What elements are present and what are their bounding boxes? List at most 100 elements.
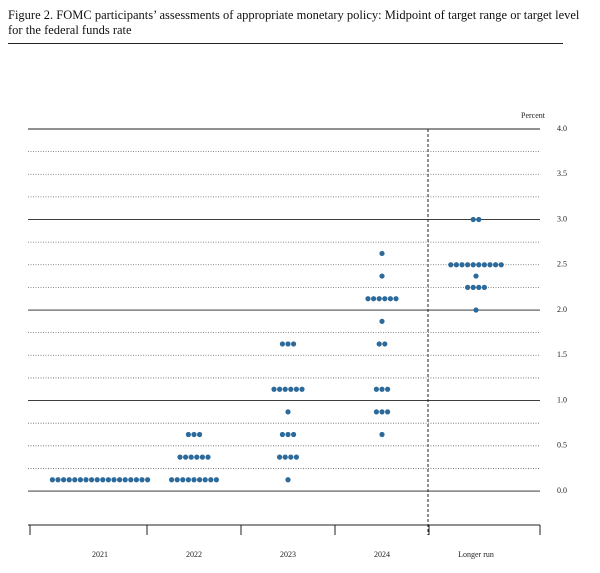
dot — [470, 262, 476, 268]
dot — [128, 477, 134, 483]
dot — [382, 296, 388, 302]
dot — [293, 454, 299, 460]
dot — [365, 296, 371, 302]
dot — [185, 431, 191, 438]
dot — [285, 409, 291, 415]
dot — [379, 318, 385, 324]
dot — [111, 477, 117, 483]
dot — [498, 262, 504, 268]
dot — [379, 386, 385, 392]
dot — [282, 386, 288, 392]
dot — [393, 296, 399, 302]
dot — [180, 477, 186, 483]
dot — [373, 409, 379, 415]
dot — [49, 477, 56, 483]
dot — [94, 477, 100, 483]
dot — [169, 477, 175, 483]
dot — [145, 477, 151, 483]
dot — [61, 477, 67, 483]
dot — [72, 477, 78, 483]
dot — [285, 477, 291, 483]
dot — [277, 386, 283, 392]
dot — [379, 409, 385, 415]
dot — [376, 341, 382, 347]
dot — [139, 477, 145, 483]
x-tick-label: 2022 — [186, 550, 202, 559]
dot — [199, 454, 205, 460]
dot — [473, 307, 479, 313]
dot — [208, 477, 214, 483]
x-tick-label: 2023 — [280, 550, 296, 559]
dot — [459, 262, 465, 268]
dot — [83, 477, 89, 483]
dot — [194, 454, 200, 460]
dot — [382, 341, 388, 347]
dot — [122, 477, 128, 483]
y-tick-label: 2.5 — [557, 260, 567, 269]
dot — [177, 454, 183, 460]
title-rule — [8, 43, 563, 44]
dot — [174, 477, 180, 483]
dot — [213, 477, 219, 483]
dot — [197, 477, 203, 483]
dot — [185, 477, 191, 483]
dot — [487, 262, 493, 268]
dot — [481, 262, 487, 268]
dot — [77, 477, 83, 483]
dot — [117, 477, 123, 483]
dot — [470, 284, 476, 290]
dot — [385, 386, 391, 392]
dot — [493, 262, 499, 268]
dot — [282, 454, 288, 460]
dot — [66, 477, 72, 483]
dot — [191, 477, 197, 483]
dot — [373, 386, 379, 392]
dot — [476, 284, 482, 290]
y-tick-label: 4.0 — [557, 124, 567, 133]
y-tick-label: 3.0 — [557, 214, 567, 223]
dot — [476, 262, 482, 268]
chart-title: Figure 2. FOMC participants’ assessments… — [8, 8, 580, 37]
dot — [299, 386, 305, 392]
dot — [379, 273, 385, 279]
dot — [379, 250, 385, 257]
dot — [291, 431, 297, 438]
dot — [133, 477, 139, 483]
dot — [473, 273, 479, 279]
y-tick-label: 1.0 — [557, 395, 567, 404]
y-tick-label: 2.0 — [557, 305, 567, 314]
dot — [376, 296, 382, 302]
dot — [202, 477, 208, 483]
dot — [387, 296, 393, 302]
y-axis-label: Percent — [521, 111, 546, 120]
x-tick-label: Longer run — [458, 550, 494, 559]
x-tick-label: 2021 — [92, 550, 108, 559]
dot — [453, 262, 459, 268]
dot — [105, 477, 111, 483]
dot — [191, 431, 197, 438]
dot — [288, 386, 294, 392]
dot — [293, 386, 299, 392]
dot — [385, 409, 391, 415]
x-tick-label: 2024 — [374, 550, 390, 559]
y-tick-label: 1.5 — [557, 350, 567, 359]
dot — [371, 296, 377, 302]
dot — [205, 454, 211, 460]
dot — [476, 216, 482, 223]
dot — [465, 262, 471, 268]
dot — [100, 477, 106, 483]
dot — [465, 284, 471, 290]
dot — [277, 454, 283, 460]
dot — [89, 477, 95, 483]
dot — [188, 454, 194, 460]
dot — [448, 262, 454, 268]
dot — [271, 386, 277, 392]
y-tick-label: 3.5 — [557, 169, 567, 178]
dot — [470, 216, 476, 223]
dot — [481, 284, 487, 290]
dot — [197, 431, 203, 438]
dot — [291, 341, 297, 347]
dot — [285, 341, 291, 347]
